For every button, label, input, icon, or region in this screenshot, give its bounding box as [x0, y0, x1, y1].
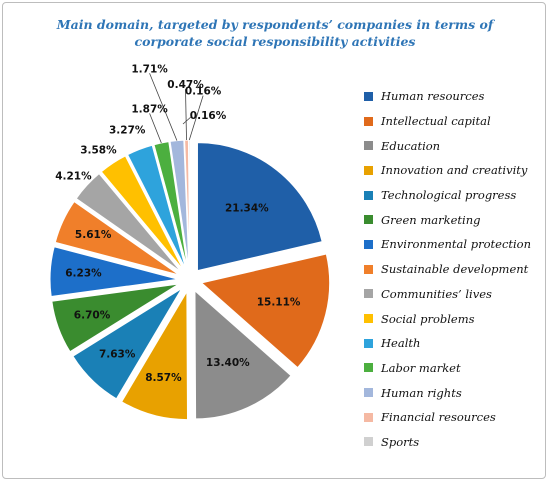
- leader-line: [149, 113, 162, 144]
- legend-item: Social problems: [364, 306, 544, 331]
- legend-item: Financial resources: [364, 405, 544, 430]
- data-label: 13.40%: [206, 357, 250, 369]
- data-label: 21.34%: [225, 202, 269, 214]
- legend-swatch: [364, 437, 373, 447]
- legend-label: Sustainable development: [381, 262, 529, 277]
- legend: Human resources Intellectual capital Educa…: [364, 84, 544, 454]
- pie-slice-labor-market: [153, 141, 189, 269]
- legend-label: Technological progress: [381, 188, 517, 203]
- legend-swatch: [364, 190, 373, 200]
- leader-line: [185, 89, 187, 141]
- legend-item: Human rights: [364, 380, 544, 405]
- legend-item: Green marketing: [364, 207, 544, 232]
- legend-swatch: [364, 91, 373, 101]
- data-label: 1.87%: [131, 103, 168, 115]
- data-label: 0.47%: [167, 79, 204, 91]
- legend-item: Intellectual capital: [364, 109, 544, 134]
- legend-item: Technological progress: [364, 183, 544, 208]
- data-label: 0.16%: [185, 86, 222, 98]
- legend-item: Sustainable development: [364, 257, 544, 282]
- data-label: 8.57%: [145, 372, 182, 384]
- leader-line: [182, 115, 193, 125]
- legend-label: Green marketing: [381, 212, 481, 227]
- chart-title: Main domain, targeted by respondents’ co…: [56, 17, 494, 49]
- pie-slice-human-resources: [196, 142, 323, 272]
- legend-swatch: [364, 239, 373, 249]
- legend-swatch: [364, 141, 373, 151]
- legend-label: Sports: [381, 434, 420, 449]
- legend-swatch: [364, 215, 373, 225]
- leader-line: [188, 95, 204, 141]
- legend-label: Human rights: [381, 385, 462, 400]
- legend-item: Human resources: [364, 84, 544, 109]
- data-label: 15.11%: [257, 296, 301, 308]
- legend-item: Communities’ lives: [364, 282, 544, 307]
- legend-item: Labor market: [364, 356, 544, 381]
- legend-item: Health: [364, 331, 544, 356]
- data-label: 3.27%: [109, 125, 146, 137]
- data-label: 3.58%: [80, 144, 117, 156]
- legend-swatch: [364, 388, 373, 398]
- pie-slice-innovation-and-creativity: [121, 289, 189, 421]
- legend-label: Labor market: [381, 360, 461, 375]
- legend-swatch: [364, 338, 373, 348]
- legend-item: Education: [364, 133, 544, 158]
- data-label: 1.71%: [131, 63, 168, 75]
- legend-swatch: [364, 264, 373, 274]
- pie-slice-green-marketing: [51, 283, 179, 353]
- legend-label: Education: [381, 138, 441, 153]
- pie-slice-social-problems: [100, 155, 184, 271]
- leader-line: [149, 73, 178, 141]
- legend-item: Innovation and creativity: [364, 158, 544, 183]
- pie-slice-human-rights: [169, 139, 190, 269]
- pie-slice-technological-progress: [72, 288, 183, 400]
- pie-slice-environmental-protection: [49, 246, 179, 298]
- pie-slice-communities-lives: [75, 172, 182, 273]
- legend-item: Sports: [364, 430, 544, 455]
- legend-label: Social problems: [381, 311, 475, 326]
- data-label: 4.21%: [55, 171, 92, 183]
- pie-slice-sports: [188, 139, 191, 269]
- legend-item: Environmental protection: [364, 232, 544, 257]
- legend-swatch: [364, 412, 373, 422]
- pie-slice-education: [194, 289, 292, 420]
- legend-label: Innovation and creativity: [381, 163, 528, 178]
- legend-swatch: [364, 289, 373, 299]
- legend-label: Financial resources: [381, 410, 496, 425]
- data-label: 6.70%: [74, 309, 111, 321]
- data-label: 5.61%: [75, 229, 112, 241]
- pie-slice-intellectual-capital: [200, 253, 331, 369]
- legend-swatch: [364, 363, 373, 373]
- pie-slice-sustainable-development: [54, 200, 180, 276]
- legend-label: Human resources: [381, 89, 485, 104]
- legend-label: Environmental protection: [381, 237, 532, 252]
- data-label-extra: 0.16%: [190, 110, 227, 122]
- data-label: 7.63%: [99, 348, 136, 360]
- legend-swatch: [364, 314, 373, 324]
- legend-label: Communities’ lives: [381, 286, 492, 301]
- legend-swatch: [364, 165, 373, 175]
- data-label: 6.23%: [65, 267, 102, 279]
- legend-swatch: [364, 116, 373, 126]
- pie-slice-health: [126, 144, 187, 270]
- legend-label: Health: [381, 336, 421, 351]
- legend-label: Intellectual capital: [381, 114, 491, 129]
